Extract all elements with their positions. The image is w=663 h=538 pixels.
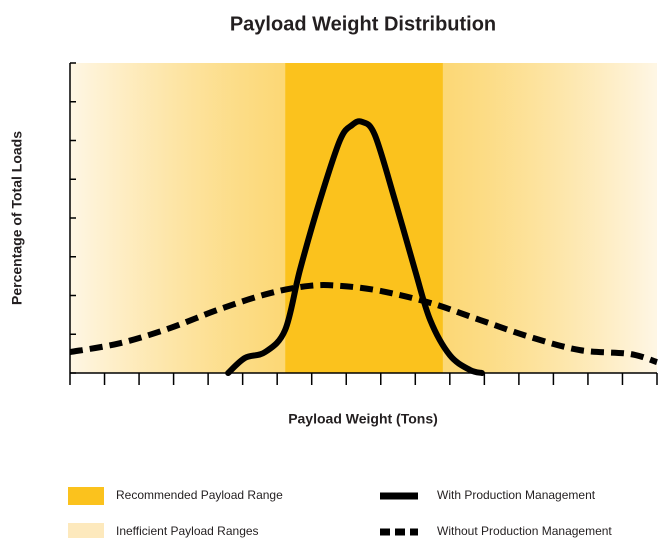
legend-label: Without Production Management: [437, 524, 612, 538]
legend-label: With Production Management: [437, 488, 596, 502]
legend-label: Recommended Payload Range: [116, 488, 283, 502]
inefficient-band-shade: [442, 63, 657, 373]
x-axis-label: Payload Weight (Tons): [288, 411, 438, 427]
legend-label: Inefficient Payload Ranges: [116, 524, 259, 538]
y-axis-label: Percentage of Total Loads: [9, 131, 25, 305]
legend-swatch: [68, 487, 104, 505]
chart-title: Payload Weight Distribution: [230, 13, 496, 35]
series-line: [225, 118, 485, 376]
recommended-band: [285, 63, 443, 373]
series-line: [69, 282, 658, 366]
legend-swatch: [68, 523, 104, 538]
plot-background: [70, 63, 657, 373]
inefficient-band-shade: [70, 63, 286, 373]
